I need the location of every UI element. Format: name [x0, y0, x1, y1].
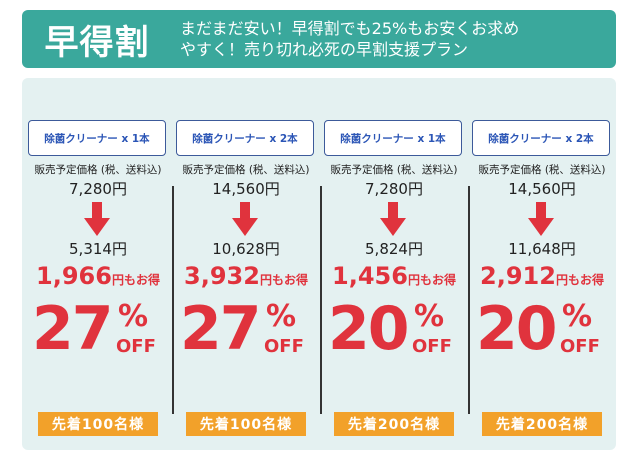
- percent-sign: %: [562, 299, 593, 334]
- off-label: OFF: [412, 336, 452, 357]
- saving-suffix: 円もお得: [111, 273, 160, 287]
- price-after: 5,824円: [365, 240, 423, 258]
- limit-badge: 先着200名様: [334, 412, 454, 436]
- plan-card: 除菌クリーナー x 1本 販売予定価格 (税、送料込) 7,280円 5,824…: [320, 120, 468, 438]
- discount-value: 27: [32, 294, 113, 364]
- header-subtitle-line1: まだまだ安い！早得割でも25%もお安くお求め: [180, 19, 520, 38]
- header-subtitle: まだまだ安い！早得割でも25%もお安くお求め やすく！売り切れ必死の早割支援プラ…: [172, 18, 602, 60]
- column-divider: [468, 186, 470, 414]
- price-after: 5,314円: [69, 240, 127, 258]
- price-before: 14,560円: [212, 180, 280, 198]
- down-arrow-icon: [528, 202, 554, 236]
- saving-value: 1,456: [332, 262, 408, 290]
- limit-badge: 先着200名様: [482, 412, 602, 436]
- product-name: 除菌クリーナー x 2本: [472, 120, 610, 156]
- discount-rate: 27 % OFF: [180, 294, 314, 368]
- plan-card: 除菌クリーナー x 2本 販売予定価格 (税、送料込) 14,560円 10,6…: [172, 120, 320, 438]
- price-label: 販売予定価格 (税、送料込): [478, 164, 606, 176]
- plans-panel: 除菌クリーナー x 1本 販売予定価格 (税、送料込) 7,280円 5,314…: [22, 78, 616, 450]
- down-arrow-icon: [232, 202, 258, 236]
- saving-suffix: 円もお得: [555, 273, 604, 287]
- price-label: 販売予定価格 (税、送料込): [330, 164, 458, 176]
- header-subtitle-line2: やすく！売り切れ必死の早割支援プラン: [180, 40, 469, 59]
- product-name: 除菌クリーナー x 1本: [324, 120, 462, 156]
- discount-value: 20: [476, 294, 557, 364]
- saving-amount: 2,912円もお得: [468, 262, 616, 290]
- off-label: OFF: [560, 336, 600, 357]
- percent-sign: %: [414, 299, 445, 334]
- down-arrow-icon: [380, 202, 406, 236]
- plan-card: 除菌クリーナー x 2本 販売予定価格 (税、送料込) 14,560円 11,6…: [468, 120, 616, 438]
- column-divider: [172, 186, 174, 414]
- saving-suffix: 円もお得: [259, 273, 308, 287]
- discount-rate: 27 % OFF: [32, 294, 166, 368]
- price-before: 7,280円: [69, 180, 127, 198]
- saving-suffix: 円もお得: [407, 273, 456, 287]
- percent-sign: %: [118, 299, 149, 334]
- saving-amount: 1,456円もお得: [320, 262, 468, 290]
- discount-rate: 20 % OFF: [328, 294, 462, 368]
- price-before: 7,280円: [365, 180, 423, 198]
- saving-amount: 1,966円もお得: [24, 262, 172, 290]
- discount-value: 20: [328, 294, 409, 364]
- saving-value: 3,932: [184, 262, 260, 290]
- product-name: 除菌クリーナー x 2本: [176, 120, 314, 156]
- down-arrow-icon: [84, 202, 110, 236]
- price-before: 14,560円: [508, 180, 576, 198]
- plan-card: 除菌クリーナー x 1本 販売予定価格 (税、送料込) 7,280円 5,314…: [24, 120, 172, 438]
- header-banner: 早得割 まだまだ安い！早得割でも25%もお安くお求め やすく！売り切れ必死の早割…: [22, 10, 616, 68]
- price-label: 販売予定価格 (税、送料込): [182, 164, 310, 176]
- saving-value: 1,966: [36, 262, 112, 290]
- limit-badge: 先着100名様: [38, 412, 158, 436]
- price-after: 10,628円: [212, 240, 280, 258]
- price-after: 11,648円: [508, 240, 576, 258]
- saving-amount: 3,932円もお得: [172, 262, 320, 290]
- product-name: 除菌クリーナー x 1本: [28, 120, 166, 156]
- limit-badge: 先着100名様: [186, 412, 306, 436]
- price-label: 販売予定価格 (税、送料込): [34, 164, 162, 176]
- percent-sign: %: [266, 299, 297, 334]
- header-title: 早得割: [44, 22, 150, 63]
- column-divider: [320, 186, 322, 414]
- saving-value: 2,912: [480, 262, 556, 290]
- discount-rate: 20 % OFF: [476, 294, 610, 368]
- discount-value: 27: [180, 294, 261, 364]
- off-label: OFF: [116, 336, 156, 357]
- off-label: OFF: [264, 336, 304, 357]
